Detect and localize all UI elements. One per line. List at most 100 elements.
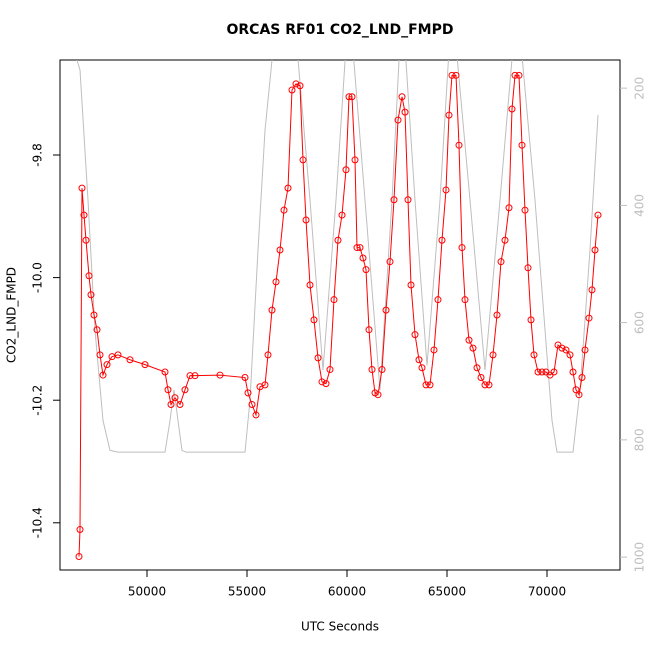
- data-point: [538, 368, 546, 376]
- data-point: [362, 266, 370, 274]
- x-tick-label: 55000: [228, 585, 266, 599]
- data-point: [93, 326, 101, 334]
- data-point: [497, 258, 505, 266]
- data-point: [527, 316, 535, 324]
- data-point: [578, 374, 586, 382]
- data-point: [268, 306, 276, 314]
- data-point: [434, 296, 442, 304]
- data-point: [80, 211, 88, 219]
- data-point: [288, 86, 296, 94]
- y-axis-label: CO2_LND_FMPD: [5, 267, 19, 363]
- data-point: [426, 381, 434, 389]
- data-point: [359, 254, 367, 262]
- data-point: [161, 368, 169, 376]
- data-point: [569, 368, 577, 376]
- data-point: [501, 236, 509, 244]
- chart-title: ORCAS RF01 CO2_LND_FMPD: [226, 22, 453, 38]
- data-point: [508, 105, 516, 113]
- data-point: [322, 380, 330, 388]
- data-point: [181, 386, 189, 394]
- data-point: [126, 356, 134, 364]
- data-point: [96, 351, 104, 359]
- data-point: [404, 196, 412, 204]
- plot-area: [75, 60, 602, 561]
- data-point: [493, 311, 501, 319]
- data-point: [306, 281, 314, 289]
- data-point: [489, 351, 497, 359]
- series-line: [78, 74, 599, 557]
- data-point: [448, 71, 456, 79]
- data-point: [299, 156, 307, 164]
- data-point: [401, 108, 409, 116]
- data-point: [108, 353, 116, 361]
- data-point: [442, 186, 450, 194]
- data-point: [534, 368, 542, 376]
- data-point: [82, 236, 90, 244]
- data-point: [338, 211, 346, 219]
- data-point: [505, 204, 513, 212]
- data-point: [276, 246, 284, 254]
- data-point: [469, 344, 477, 352]
- x-tick-label: 65000: [428, 585, 466, 599]
- y-tick-label: -10.2: [31, 385, 45, 416]
- data-point: [550, 368, 558, 376]
- data-point: [326, 366, 334, 374]
- data-point: [558, 344, 566, 352]
- data-point: [445, 111, 453, 119]
- data-point: [588, 286, 596, 294]
- data-point: [330, 296, 338, 304]
- data-point: [407, 281, 415, 289]
- data-point: [75, 553, 83, 561]
- data-point: [524, 264, 532, 272]
- data-point: [378, 366, 386, 374]
- x-axis-label: UTC Seconds: [301, 620, 379, 634]
- data-point: [422, 381, 430, 389]
- data-point: [390, 196, 398, 204]
- y-tick-label: -10.4: [31, 507, 45, 538]
- data-point: [530, 351, 538, 359]
- data-point: [334, 236, 342, 244]
- data-point: [575, 391, 583, 399]
- data-point: [85, 272, 93, 280]
- y2-tick-label: 400: [633, 194, 647, 217]
- data-point: [415, 356, 423, 364]
- data-point: [365, 326, 373, 334]
- series-line: [76, 60, 599, 453]
- y2-tick-label: 200: [633, 77, 647, 100]
- data-point: [296, 82, 304, 90]
- data-point: [477, 374, 485, 382]
- data-point: [481, 381, 489, 389]
- data-point: [356, 244, 364, 252]
- data-point: [87, 291, 95, 299]
- data-point: [351, 156, 359, 164]
- data-point: [244, 389, 252, 397]
- data-point: [314, 354, 322, 362]
- data-point: [345, 93, 353, 101]
- data-point: [252, 411, 260, 419]
- data-point: [455, 141, 463, 149]
- data-point: [398, 93, 406, 101]
- data-point: [280, 206, 288, 214]
- x-tick-label: 50000: [128, 585, 166, 599]
- data-point: [572, 386, 580, 394]
- data-point: [348, 93, 356, 101]
- data-point: [581, 346, 589, 354]
- data-point: [264, 351, 272, 359]
- data-point: [394, 116, 402, 124]
- data-point: [248, 400, 256, 408]
- data-point: [292, 80, 300, 88]
- data-point: [374, 391, 382, 399]
- data-point: [485, 381, 493, 389]
- data-point: [461, 296, 469, 304]
- data-point: [368, 366, 376, 374]
- data-point: [518, 141, 526, 149]
- y-tick-label: -9.8: [31, 143, 45, 166]
- data-point: [411, 331, 419, 339]
- data-point: [465, 336, 473, 344]
- data-point: [594, 211, 602, 219]
- data-point: [585, 314, 593, 322]
- data-point: [216, 371, 224, 379]
- data-point: [76, 526, 84, 534]
- data-point: [452, 71, 460, 79]
